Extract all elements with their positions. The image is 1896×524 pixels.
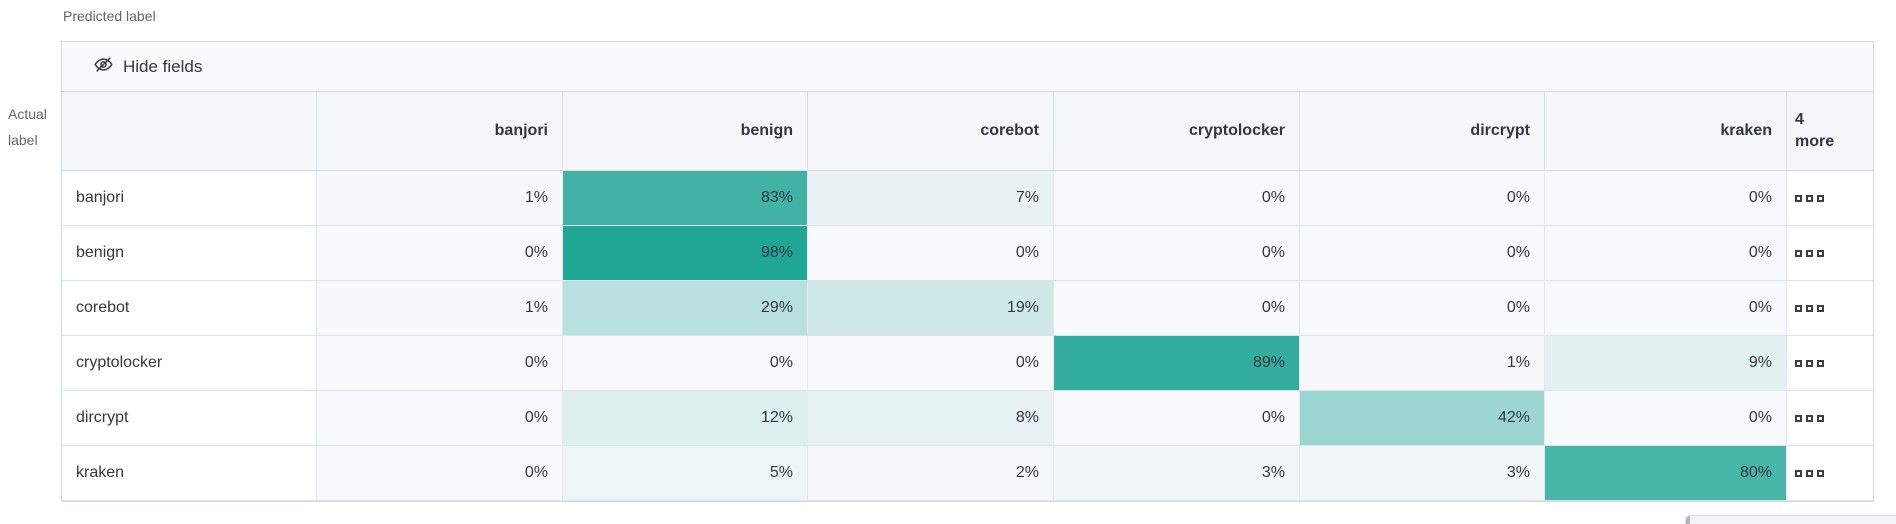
- confusion-matrix-panel: Hide fields banjori benign corebot cryptolo…: [61, 41, 1874, 502]
- cell-corebot-cryptolocker[interactable]: 0%: [1054, 281, 1300, 336]
- hide-fields-button[interactable]: Hide fields: [94, 55, 202, 79]
- cell-corebot-corebot[interactable]: 19%: [808, 281, 1054, 336]
- column-header-dircrypt[interactable]: dircrypt: [1300, 92, 1545, 171]
- cell-kraken-benign[interactable]: 5%: [563, 446, 808, 501]
- cell-benign-cryptolocker[interactable]: 0%: [1054, 226, 1300, 281]
- cell-kraken-kraken[interactable]: 80%: [1545, 446, 1787, 501]
- horizontal-scrollbar[interactable]: [1685, 515, 1896, 524]
- actual-label-line2: label: [8, 132, 38, 148]
- column-header-kraken[interactable]: kraken: [1545, 92, 1787, 171]
- cell-corebot-kraken[interactable]: 0%: [1545, 281, 1787, 336]
- more-cell-cryptolocker[interactable]: [1787, 336, 1873, 391]
- boxes-horizontal-icon: [1795, 249, 1824, 257]
- row-label-kraken[interactable]: kraken: [62, 446, 317, 501]
- cell-corebot-banjori[interactable]: 1%: [317, 281, 563, 336]
- cell-benign-kraken[interactable]: 0%: [1545, 226, 1787, 281]
- corner-header-cell[interactable]: [62, 92, 317, 171]
- more-cell-corebot[interactable]: [1787, 281, 1873, 336]
- datagrid-toolbar: Hide fields: [62, 42, 1873, 92]
- boxes-horizontal-icon: [1795, 304, 1824, 312]
- more-cell-kraken[interactable]: [1787, 446, 1873, 501]
- cell-cryptolocker-kraken[interactable]: 9%: [1545, 336, 1787, 391]
- grid-row-corebot: corebot 1% 29% 19% 0% 0% 0%: [62, 281, 1873, 336]
- cell-corebot-benign[interactable]: 29%: [563, 281, 808, 336]
- confusion-grid: banjori benign corebot cryptolocker dircrypt…: [62, 92, 1873, 501]
- cell-dircrypt-benign[interactable]: 12%: [563, 391, 808, 446]
- more-header-label: more: [1795, 133, 1835, 150]
- row-label-cryptolocker[interactable]: cryptolocker: [62, 336, 317, 391]
- cell-cryptolocker-cryptolocker[interactable]: 89%: [1054, 336, 1300, 391]
- cell-banjori-dircrypt[interactable]: 0%: [1300, 171, 1545, 226]
- grid-row-banjori: banjori 1% 83% 7% 0% 0% 0%: [62, 171, 1873, 226]
- cell-benign-dircrypt[interactable]: 0%: [1300, 226, 1545, 281]
- scrollbar-thumb-edge: [1686, 516, 1690, 524]
- more-cell-benign[interactable]: [1787, 226, 1873, 281]
- grid-row-dircrypt: dircrypt 0% 12% 8% 0% 42% 0%: [62, 391, 1873, 446]
- grid-row-cryptolocker: cryptolocker 0% 0% 0% 89% 1% 9%: [62, 336, 1873, 391]
- cell-benign-benign[interactable]: 98%: [563, 226, 808, 281]
- row-label-corebot[interactable]: corebot: [62, 281, 317, 336]
- more-header-count: 4: [1795, 111, 1804, 128]
- cell-dircrypt-dircrypt[interactable]: 42%: [1300, 391, 1545, 446]
- boxes-horizontal-icon: [1795, 414, 1824, 422]
- eye-slash-icon: [94, 55, 113, 79]
- cell-banjori-benign[interactable]: 83%: [563, 171, 808, 226]
- cell-cryptolocker-benign[interactable]: 0%: [563, 336, 808, 391]
- grid-header-row: banjori benign corebot cryptolocker dircrypt…: [62, 92, 1873, 171]
- cell-banjori-banjori[interactable]: 1%: [317, 171, 563, 226]
- grid-row-benign: benign 0% 98% 0% 0% 0% 0%: [62, 226, 1873, 281]
- cell-kraken-banjori[interactable]: 0%: [317, 446, 563, 501]
- cell-banjori-kraken[interactable]: 0%: [1545, 171, 1787, 226]
- grid-row-kraken: kraken 0% 5% 2% 3% 3% 80%: [62, 446, 1873, 501]
- boxes-horizontal-icon: [1795, 359, 1824, 367]
- cell-banjori-corebot[interactable]: 7%: [808, 171, 1054, 226]
- column-header-banjori[interactable]: banjori: [317, 92, 563, 171]
- column-header-cryptolocker[interactable]: cryptolocker: [1054, 92, 1300, 171]
- column-header-benign[interactable]: benign: [563, 92, 808, 171]
- cell-corebot-dircrypt[interactable]: 0%: [1300, 281, 1545, 336]
- boxes-horizontal-icon: [1795, 469, 1824, 477]
- column-header-more[interactable]: 4 more: [1787, 92, 1873, 171]
- row-label-banjori[interactable]: banjori: [62, 171, 317, 226]
- cell-benign-banjori[interactable]: 0%: [317, 226, 563, 281]
- cell-dircrypt-banjori[interactable]: 0%: [317, 391, 563, 446]
- more-cell-dircrypt[interactable]: [1787, 391, 1873, 446]
- cell-dircrypt-corebot[interactable]: 8%: [808, 391, 1054, 446]
- cell-cryptolocker-dircrypt[interactable]: 1%: [1300, 336, 1545, 391]
- cell-dircrypt-cryptolocker[interactable]: 0%: [1054, 391, 1300, 446]
- cell-kraken-dircrypt[interactable]: 3%: [1300, 446, 1545, 501]
- predicted-label-axis-title: Predicted label: [63, 8, 156, 24]
- cell-cryptolocker-corebot[interactable]: 0%: [808, 336, 1054, 391]
- cell-banjori-cryptolocker[interactable]: 0%: [1054, 171, 1300, 226]
- cell-benign-corebot[interactable]: 0%: [808, 226, 1054, 281]
- boxes-horizontal-icon: [1795, 194, 1824, 202]
- row-label-dircrypt[interactable]: dircrypt: [62, 391, 317, 446]
- more-cell-banjori[interactable]: [1787, 171, 1873, 226]
- hide-fields-label: Hide fields: [123, 56, 203, 76]
- cell-kraken-corebot[interactable]: 2%: [808, 446, 1054, 501]
- cell-dircrypt-kraken[interactable]: 0%: [1545, 391, 1787, 446]
- column-header-corebot[interactable]: corebot: [808, 92, 1054, 171]
- cell-cryptolocker-banjori[interactable]: 0%: [317, 336, 563, 391]
- actual-label-axis-title: Actual label: [8, 101, 60, 153]
- actual-label-line1: Actual: [8, 106, 47, 122]
- cell-kraken-cryptolocker[interactable]: 3%: [1054, 446, 1300, 501]
- row-label-benign[interactable]: benign: [62, 226, 317, 281]
